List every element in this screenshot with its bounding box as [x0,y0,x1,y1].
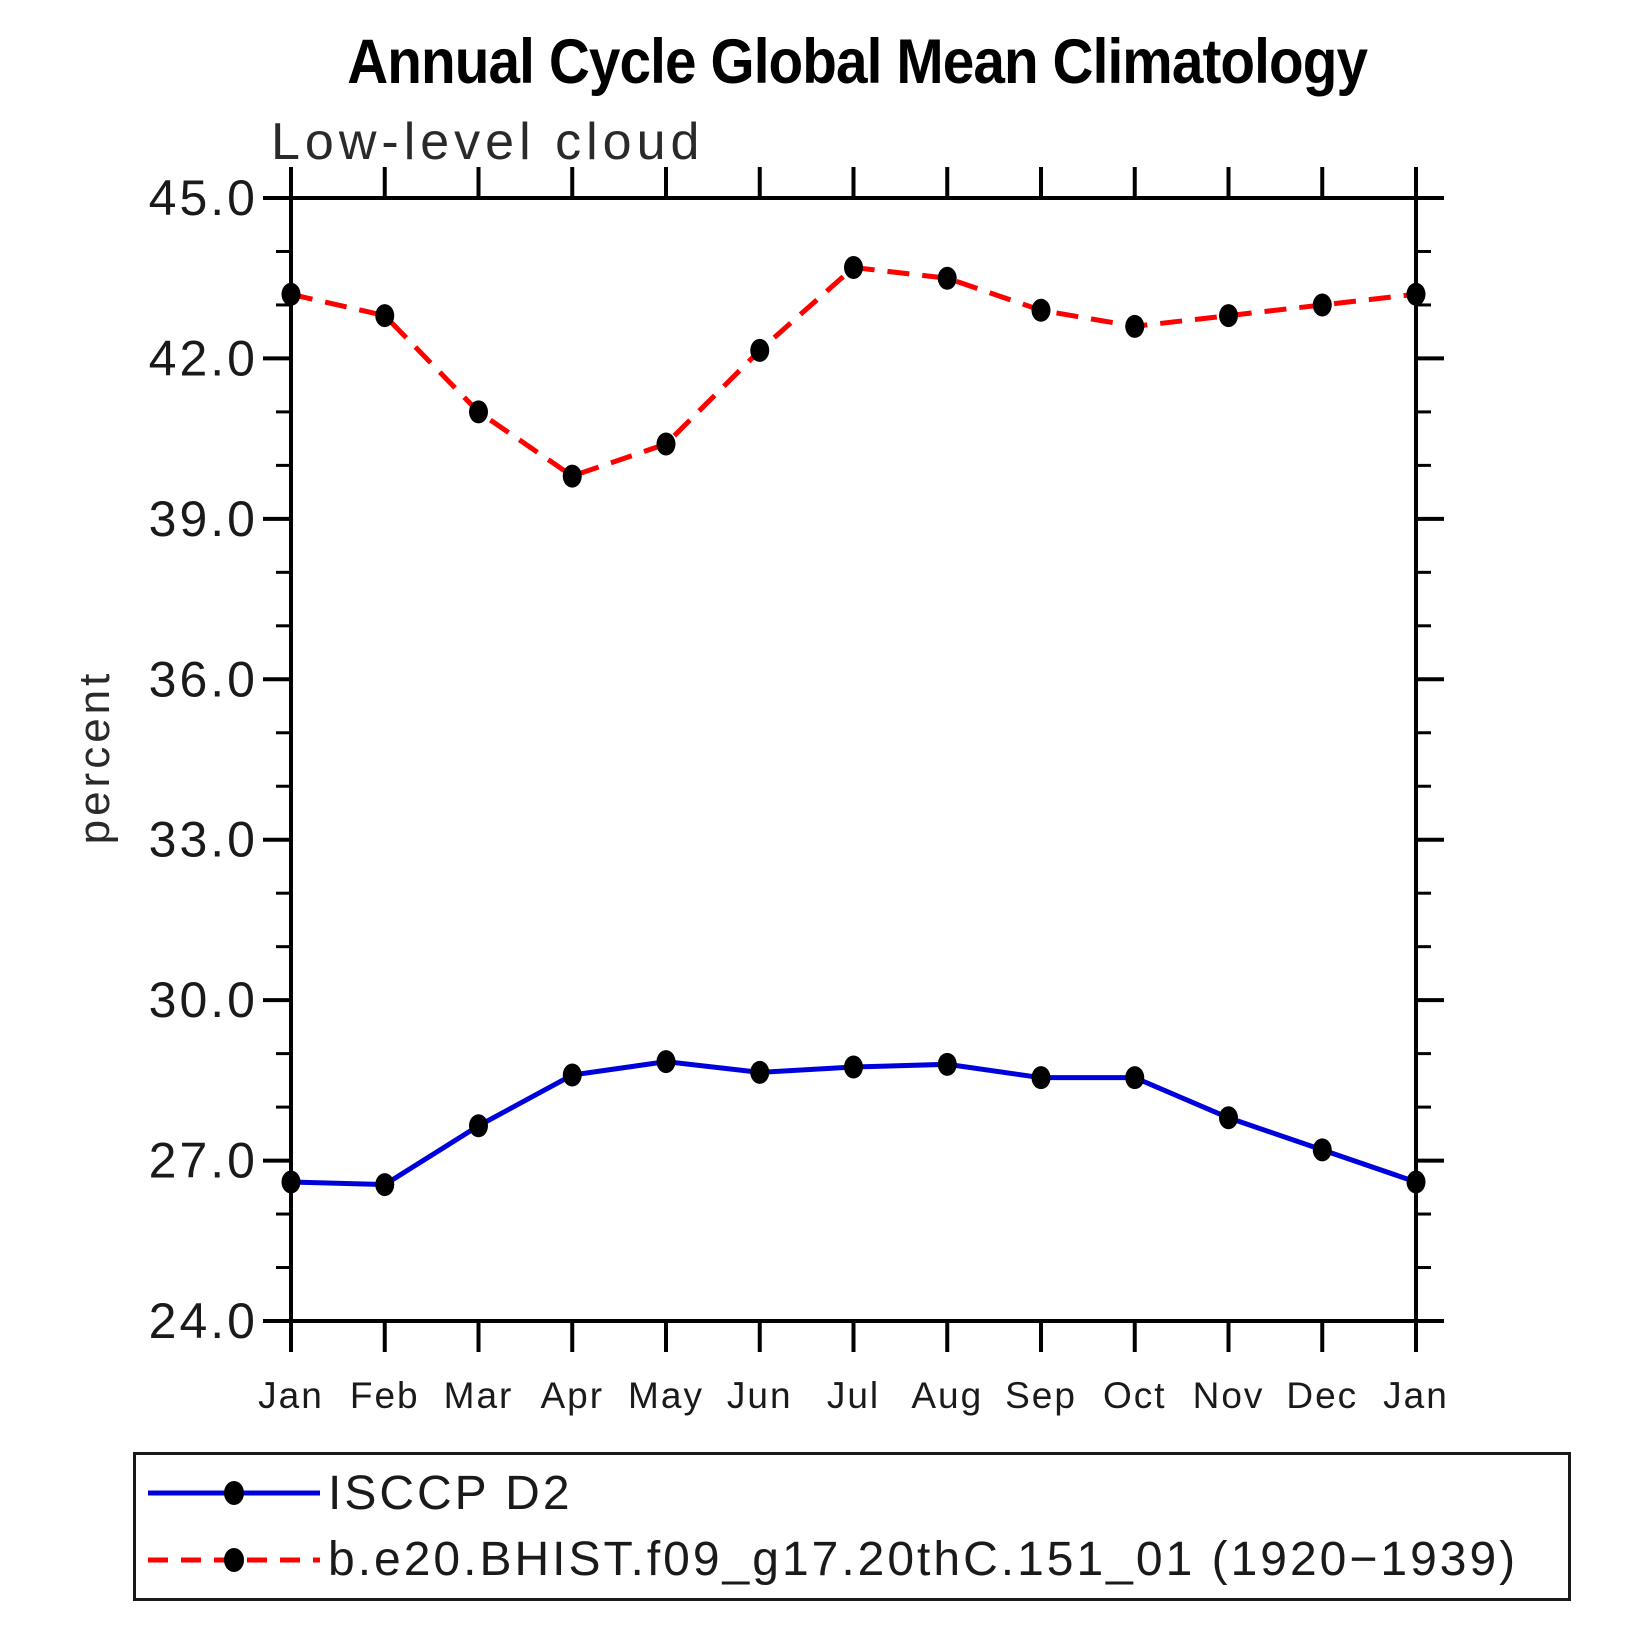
data-point-marker-series-1 [375,304,395,328]
series-line-1 [290,264,1417,479]
x-tick-label: Jan [1383,1375,1449,1416]
y-tick-label: 27.0 [149,1133,258,1189]
data-point-marker-series-1 [1031,298,1051,322]
legend-box: ISCCP D2 b.e20.BHIST.f09_g17.20thC.151_0… [133,1452,1571,1601]
y-tick-label: 24.0 [149,1293,258,1349]
legend-marker-dot [224,1547,244,1572]
legend-item-isccp: ISCCP D2 [144,1465,1568,1521]
data-point-marker-series-0 [1031,1066,1051,1090]
chart-subtitle: Low-level cloud [271,113,705,171]
series-line-0 [290,1059,1417,1188]
data-point-marker-series-0 [844,1055,863,1079]
data-point-marker-series-1 [562,464,582,488]
data-point-marker-series-0 [562,1063,582,1087]
data-point-marker-series-0 [375,1173,395,1197]
y-tick-label: 42.0 [149,330,258,386]
x-tick-label: Jan [258,1375,324,1416]
data-point-marker-series-0 [1406,1170,1426,1194]
x-tick-label: Dec [1286,1375,1358,1416]
legend-label-model: b.e20.BHIST.f09_g17.20thC.151_01 (1920−1… [328,1533,1519,1587]
data-point-marker-series-1 [1125,314,1145,338]
data-point-marker-series-0 [469,1114,488,1138]
plot-frame [289,196,1418,1323]
data-point-marker-series-1 [469,400,488,424]
legend-item-model: b.e20.BHIST.f09_g17.20thC.151_01 (1920−1… [144,1532,1568,1588]
chart-title: Annual Cycle Global Mean Climatology [347,27,1368,97]
data-point-marker-series-0 [1219,1106,1238,1130]
data-point-marker-series-1 [1406,282,1426,306]
data-point-marker-series-0 [1125,1066,1145,1090]
x-tick-label: Aug [911,1375,983,1416]
data-point-marker-series-0 [656,1050,676,1074]
data-point-marker-series-1 [1219,304,1238,328]
x-tick-label: Apr [540,1375,604,1416]
x-tick-label: Oct [1103,1375,1167,1416]
x-tick-label: Jul [827,1375,880,1416]
y-tick-label: 45.0 [149,170,258,226]
y-tick-label: 33.0 [149,812,258,868]
data-point-marker-series-1 [281,282,301,306]
y-tick-label: 39.0 [149,491,258,547]
x-tick-label: Feb [350,1375,420,1416]
data-point-marker-series-0 [750,1060,770,1084]
x-tick-label: Jun [727,1375,793,1416]
legend-swatch-dashed-line [148,1547,320,1572]
legend-marker-dot [224,1481,244,1506]
x-tick-label: Mar [444,1375,514,1416]
data-point-marker-series-0 [281,1170,301,1194]
legend-label-isccp: ISCCP D2 [328,1466,573,1520]
y-tick-label: 36.0 [149,651,258,707]
x-tick-label: May [628,1375,704,1416]
data-point-marker-series-1 [656,432,676,456]
data-point-marker-series-1 [937,266,957,290]
legend-swatch-solid-line [148,1481,320,1506]
x-tick-label: Nov [1193,1375,1265,1416]
data-point-marker-series-0 [937,1052,957,1076]
data-point-marker-series-1 [750,338,770,362]
x-tick-label: Sep [1005,1375,1077,1416]
data-point-marker-series-1 [1312,293,1332,317]
data-point-marker-series-0 [1312,1138,1332,1162]
data-point-marker-series-1 [844,256,863,280]
y-tick-label: 30.0 [149,972,258,1028]
